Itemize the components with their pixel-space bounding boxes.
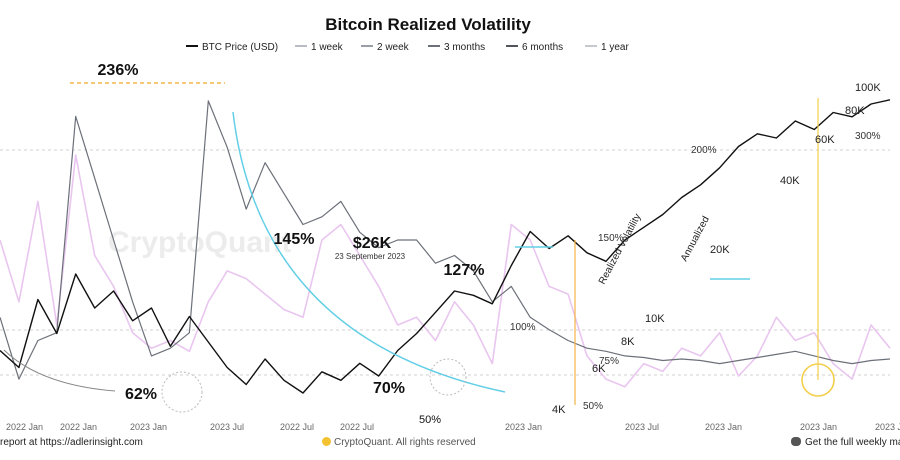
x-tick-10: 2023 Jan <box>875 422 900 432</box>
price-tick-4: 20K <box>710 244 730 256</box>
price-tick-0: 100K <box>855 82 881 94</box>
legend-label-3: 3 months <box>444 42 485 53</box>
x-tick-6: 2023 Jan <box>505 422 542 432</box>
annotation-bottom: 50% <box>419 414 441 426</box>
accent-lines <box>3 82 835 413</box>
volatility-axis-ticks: 300% 200% 150% 100% 75% 50% <box>510 131 881 412</box>
price-axis-ticks: 100K 80K 60K 40K 20K 10K 8K 6K 4K <box>552 82 881 416</box>
rotated-label-annualized: Annualized <box>679 215 712 264</box>
accent-circle <box>801 363 835 397</box>
x-tick-0: 2022 Jan <box>6 422 43 432</box>
x-tick-8: 2023 Jan <box>705 422 742 432</box>
accent-decay-curve <box>232 111 506 393</box>
price-tick-6: 8K <box>621 336 635 348</box>
footer-cta-text: Get the full weekly ma <box>805 437 900 448</box>
legend-label-2: 2 week <box>377 42 410 53</box>
low1-circle <box>161 371 203 413</box>
x-tick-2: 2023 Jan <box>130 422 167 432</box>
sun-icon <box>322 437 331 446</box>
annotation-date: 23 September 2023 <box>335 252 406 261</box>
annotation-peak: 236% <box>98 62 139 79</box>
price-tick-7: 6K <box>592 363 606 375</box>
watermark: CryptoQuant <box>108 226 291 259</box>
series-btc-price <box>0 99 891 394</box>
legend-label-1: 1 week <box>311 42 344 53</box>
footer-report-link[interactable]: report at https://adlerinsight.com <box>0 437 143 448</box>
price-tick-2: 60K <box>815 134 835 146</box>
annotation-low1: 62% <box>125 386 157 403</box>
legend-label-0: BTC Price (USD) <box>202 42 278 53</box>
price-tick-1: 80K <box>845 105 865 117</box>
rotated-label-realized: Realized Volatility <box>597 212 644 286</box>
legend-label-4: 6 months <box>522 42 563 53</box>
vol-tick-1: 200% <box>691 145 717 156</box>
x-tick-7: 2023 Jul <box>625 422 659 432</box>
legend: BTC Price (USD) 1 week 2 week 3 months 6 mon… <box>186 42 629 53</box>
series-3-months <box>0 100 891 380</box>
vol-tick-5: 50% <box>583 401 603 412</box>
vol-tick-4: 75% <box>599 356 619 367</box>
annotation-price: $26K <box>353 235 392 252</box>
chart-title: Bitcoin Realized Volatility <box>325 15 531 34</box>
x-tick-9: 2023 Jan <box>800 422 837 432</box>
vol-tick-3: 100% <box>510 322 536 333</box>
series-line-btc-price <box>0 99 891 394</box>
x-tick-3: 2023 Jul <box>210 422 244 432</box>
x-tick-5: 2022 Jul <box>340 422 374 432</box>
watermark-text: CryptoQuant <box>108 226 291 259</box>
vol-tick-2: 150% <box>598 233 624 244</box>
price-tick-8: 4K <box>552 404 566 416</box>
x-tick-4: 2022 Jul <box>280 422 314 432</box>
footer-copyright-text: CryptoQuant. All rights reserved <box>334 437 476 448</box>
annotation-low2: 70% <box>373 380 405 397</box>
legend-label-5: 1 year <box>601 42 629 53</box>
footer-cta[interactable]: Get the full weekly ma <box>791 437 900 448</box>
footer-copyright: CryptoQuant. All rights reserved <box>322 437 476 448</box>
vol-tick-0: 300% <box>855 131 881 142</box>
report-icon <box>791 437 801 446</box>
price-tick-3: 40K <box>780 175 800 187</box>
x-axis-ticks: 2022 Jan 2022 Jan 2023 Jan 2023 Jul 2022 Jul… <box>6 422 900 432</box>
annotation-mid: 145% <box>274 231 315 248</box>
x-tick-1: 2022 Jan <box>60 422 97 432</box>
annotation-rise: 127% <box>444 262 485 279</box>
low2-circle <box>429 358 467 396</box>
series-line-3-months <box>0 100 891 380</box>
pointer-arrow <box>3 349 116 392</box>
price-tick-5: 10K <box>645 313 665 325</box>
